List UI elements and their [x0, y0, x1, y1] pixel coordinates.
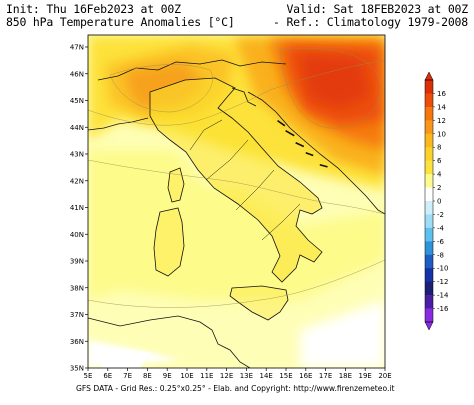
lat-tick-label: 41N — [70, 204, 84, 212]
colorbar-swatch — [425, 227, 433, 242]
colorbar-swatch — [425, 268, 433, 282]
colorbar-label: 0 — [437, 198, 441, 206]
colorbar-label: 10 — [437, 130, 446, 138]
colorbar-swatch — [425, 160, 433, 175]
colorbar-label: -2 — [437, 211, 444, 219]
colorbar-swatch — [425, 120, 433, 135]
colorbar-label: 8 — [437, 144, 441, 152]
colorbar-labels: 16 14 12 10 8 6 4 2 0 -2 -4 -6 -8 -10 -12 -14 -16 — [433, 90, 449, 313]
variable-title: 850 hPa Temperature Anomalies [°C] — [6, 15, 235, 29]
init-time: Init: Thu 16Feb2023 at 00Z — [6, 2, 181, 16]
france-coast — [88, 117, 149, 131]
lon-tick-label: 18E — [339, 372, 352, 380]
lat-tick-label: 37N — [70, 311, 84, 319]
colorbar-bottom-arrow — [424, 321, 434, 331]
colorbar — [424, 71, 434, 331]
colorbar-label: -6 — [437, 238, 445, 246]
lat-tick-label: 40N — [70, 231, 84, 239]
lon-tick-label: 10E — [180, 372, 193, 380]
colorbar-label: 14 — [437, 103, 446, 111]
istria-coast — [231, 87, 257, 107]
lat-tick-label: 47N — [70, 44, 84, 52]
lon-tick-label: 7E — [123, 372, 132, 380]
sardinia — [153, 207, 185, 277]
colorbar-top-arrow — [424, 71, 434, 81]
lon-tick-label: 20E — [378, 372, 391, 380]
lat-tick-label: 39N — [70, 258, 84, 266]
longitude-axis: 5E 6E 7E 8E 9E 10E 11E 12E 13E 14E 15E 16E 17E 18E 19E… — [84, 368, 392, 380]
map-field — [88, 35, 385, 368]
contours — [88, 48, 385, 308]
colorbar-label: 4 — [437, 171, 442, 179]
lat-tick-label: 46N — [70, 70, 84, 78]
dalmatian-islands — [277, 119, 328, 168]
colorbar-swatch — [425, 254, 433, 269]
colorbar-swatch — [425, 174, 433, 188]
map-frame — [87, 34, 386, 369]
colorbar-swatch — [425, 214, 433, 229]
lat-tick-label: 38N — [70, 284, 84, 292]
lat-tick-label: 43N — [70, 151, 84, 159]
colorbar-label: 6 — [437, 157, 442, 165]
lat-tick-label: 42N — [70, 177, 84, 185]
lat-tick-label: 45N — [70, 97, 84, 105]
north-africa-coast — [88, 315, 251, 368]
lat-tick-label: 36N — [70, 338, 84, 346]
colorbar-label: -16 — [437, 305, 449, 313]
colorbar-label: -4 — [437, 224, 445, 232]
lon-tick-label: 9E — [163, 372, 172, 380]
italy-peninsula — [149, 77, 323, 283]
colorbar-label: 12 — [437, 117, 446, 125]
lon-tick-label: 6E — [103, 372, 112, 380]
lon-tick-label: 14E — [260, 372, 273, 380]
colorbar-swatch — [425, 295, 433, 309]
valid-time: Valid: Sat 18FEB2023 at 00Z — [286, 2, 468, 16]
lon-tick-label: 16E — [299, 372, 312, 380]
colorbar-label: 2 — [437, 184, 441, 192]
copyright-footer: GFS DATA - Grid Res.: 0.25°x0.25° - Elab… — [76, 384, 395, 393]
lon-tick-label: 13E — [240, 372, 253, 380]
colorbar-swatch — [425, 80, 433, 94]
lon-tick-label: 11E — [200, 372, 213, 380]
colorbar-label: -14 — [437, 292, 449, 300]
alps-border — [97, 59, 287, 81]
colorbar-swatch — [425, 308, 433, 323]
colorbar-swatch — [425, 281, 433, 296]
lon-tick-label: 5E — [84, 372, 93, 380]
colorbar-swatch — [425, 241, 433, 256]
region-borders — [189, 119, 301, 241]
sicily — [229, 285, 289, 321]
colorbar-swatch — [425, 93, 433, 108]
lon-tick-label: 15E — [279, 372, 292, 380]
reference-period: - Ref.: Climatology 1979-2008 — [273, 15, 468, 29]
lon-tick-label: 17E — [319, 372, 332, 380]
colorbar-label: -10 — [437, 265, 448, 273]
colorbar-label: 16 — [437, 90, 446, 98]
colorbar-swatch — [425, 133, 433, 148]
lon-tick-label: 12E — [220, 372, 233, 380]
lat-tick-label: 35N — [70, 365, 84, 373]
latitude-axis: 47N 46N 45N 44N 43N 42N 41N 40N 39N 38N 37N 36N 35N — [70, 44, 88, 373]
lon-tick-label: 8E — [143, 372, 152, 380]
colorbar-label: -8 — [437, 251, 444, 259]
lat-tick-label: 44N — [70, 124, 84, 132]
colorbar-swatch — [425, 187, 433, 202]
colorbar-label: -12 — [437, 278, 448, 286]
colorbar-swatch — [425, 147, 433, 161]
corsica — [167, 167, 185, 203]
lon-tick-label: 19E — [359, 372, 372, 380]
colorbar-swatch — [425, 106, 433, 121]
colorbar-swatch — [425, 201, 433, 215]
balkan-coast — [247, 91, 385, 215]
